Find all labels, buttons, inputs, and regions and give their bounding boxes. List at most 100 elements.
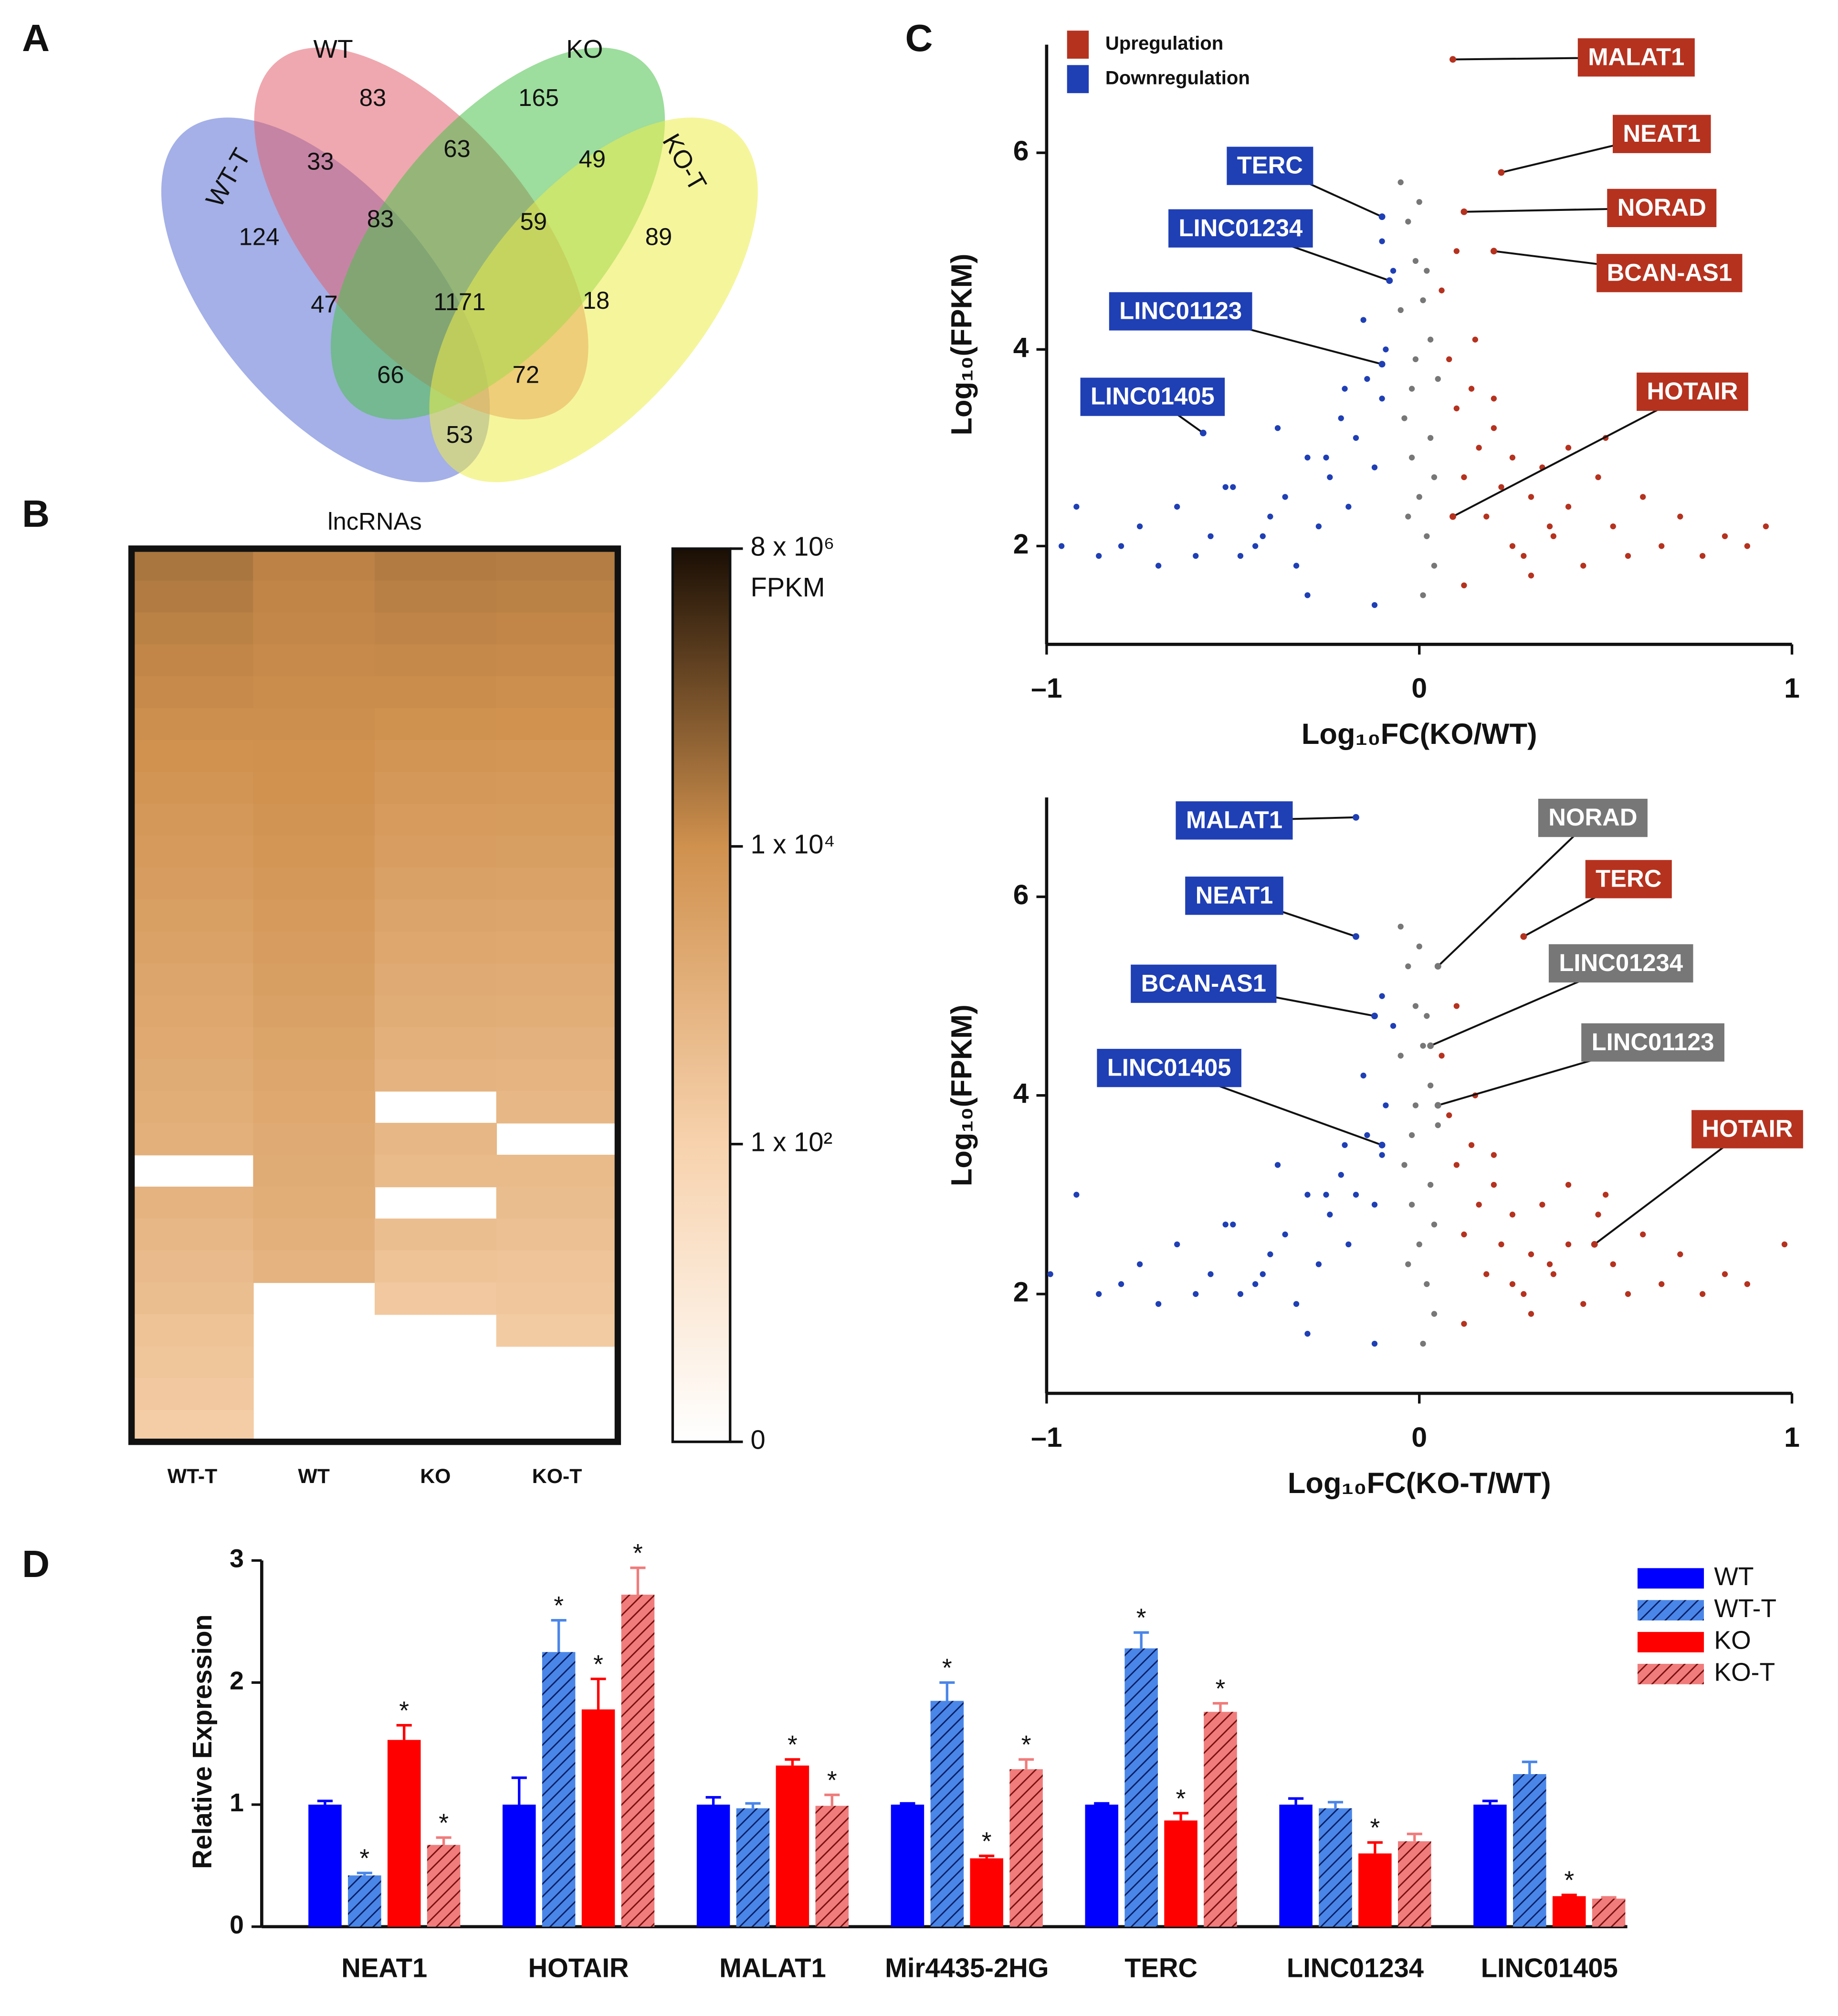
bar <box>696 1804 730 1927</box>
point <box>1640 1231 1646 1238</box>
heatmap-cell <box>375 995 497 1028</box>
point <box>1546 1261 1553 1267</box>
y-tick-label: 4 <box>1013 1078 1029 1109</box>
x-tick-label: 1 <box>1784 1422 1800 1453</box>
venn-count: 124 <box>239 223 280 250</box>
point <box>1304 1191 1311 1198</box>
heatmap-cell <box>253 1059 376 1092</box>
point <box>1304 1331 1311 1337</box>
significance-mark: * <box>942 1654 952 1682</box>
heatmap-cell <box>253 995 376 1028</box>
point <box>1155 1301 1162 1307</box>
heatmap-cell <box>496 740 619 773</box>
heatmap-cell <box>375 708 497 741</box>
annotation-box <box>1176 801 1293 840</box>
bar <box>1592 1898 1626 1927</box>
point <box>1428 1082 1434 1089</box>
point <box>1379 1152 1385 1158</box>
heatmap-cell <box>375 1123 497 1156</box>
error-bar <box>590 1677 606 1710</box>
point <box>1428 336 1434 343</box>
point <box>1323 1191 1329 1198</box>
significance-mark: * <box>359 1845 369 1873</box>
point <box>1528 494 1534 500</box>
venn-count: 63 <box>443 135 471 162</box>
heatmap-cell <box>131 1282 254 1315</box>
point <box>1453 248 1460 254</box>
heatmap-cell <box>496 708 619 741</box>
point <box>1435 376 1441 382</box>
point <box>1383 1102 1389 1108</box>
heatmap-cell <box>496 772 619 804</box>
y-axis-label: Relative Expression <box>187 1614 217 1869</box>
x-tick-label: TERC <box>1124 1953 1197 1983</box>
annotation-box <box>1637 372 1748 411</box>
point <box>1602 1191 1609 1198</box>
point <box>1461 582 1467 588</box>
error-bar <box>317 1799 333 1805</box>
point <box>1468 1142 1475 1148</box>
heatmap-cell <box>496 899 619 932</box>
point <box>1323 454 1329 461</box>
point <box>1260 533 1266 539</box>
annotated-point <box>1520 933 1527 940</box>
heatmap-cell <box>253 708 376 741</box>
point <box>1390 1023 1397 1029</box>
heatmap-cell <box>375 963 497 996</box>
point <box>1453 1003 1460 1009</box>
error-bar <box>1561 1893 1577 1896</box>
annotation-box <box>1691 1110 1803 1149</box>
heatmap-cell <box>131 1186 254 1220</box>
panel-label: D <box>22 1542 50 1585</box>
heatmap-cell <box>131 676 254 709</box>
y-tick-label: 1 <box>230 1789 244 1817</box>
heatmap-cell <box>131 548 254 582</box>
significance-mark: * <box>593 1650 603 1679</box>
point <box>1435 1122 1441 1128</box>
point <box>1364 1132 1370 1139</box>
annotation-label: LINC01405 <box>1091 383 1215 410</box>
point <box>1483 513 1490 520</box>
column-label: WT <box>298 1465 330 1488</box>
error-bar <box>551 1619 567 1652</box>
point <box>1420 592 1426 598</box>
point <box>1420 1340 1426 1347</box>
annotation-label: BCAN-AS1 <box>1141 970 1266 997</box>
point <box>1416 943 1422 950</box>
annotated-point <box>1449 513 1456 520</box>
significance-mark: * <box>633 1539 643 1567</box>
y-tick-label: 3 <box>230 1545 244 1573</box>
heatmap-cell <box>253 1218 376 1251</box>
annotation-label: LINC01234 <box>1178 214 1302 241</box>
point <box>1383 346 1389 353</box>
point <box>1498 1241 1504 1248</box>
annotated-point <box>1353 814 1359 821</box>
bar <box>1085 1804 1119 1927</box>
annotation-label: LINC01123 <box>1119 297 1242 324</box>
point <box>1353 435 1359 441</box>
point <box>1439 287 1445 293</box>
y-tick-label: 6 <box>1013 136 1029 167</box>
annotated-point <box>1498 169 1505 176</box>
venn-count: 59 <box>520 208 547 235</box>
point <box>1431 474 1438 480</box>
venn-set <box>429 117 758 482</box>
venn-count: 18 <box>583 287 610 314</box>
point <box>1610 523 1616 530</box>
point <box>1397 307 1404 313</box>
point <box>1397 179 1404 186</box>
heatmap-cell <box>375 772 497 804</box>
point <box>1453 1162 1460 1168</box>
annotated-point <box>1386 277 1393 284</box>
point <box>1379 993 1385 999</box>
point <box>1412 258 1419 264</box>
annotation-label: LINC01405 <box>1107 1054 1231 1081</box>
point <box>1521 553 1527 559</box>
venn-count: 72 <box>513 361 540 388</box>
venn-count: 83 <box>367 205 394 232</box>
legend-label: WT <box>1714 1563 1754 1591</box>
point <box>1345 503 1352 510</box>
legend-swatch <box>1637 1600 1704 1621</box>
annotation-box <box>1596 254 1743 292</box>
heatmap-cell <box>375 548 497 582</box>
